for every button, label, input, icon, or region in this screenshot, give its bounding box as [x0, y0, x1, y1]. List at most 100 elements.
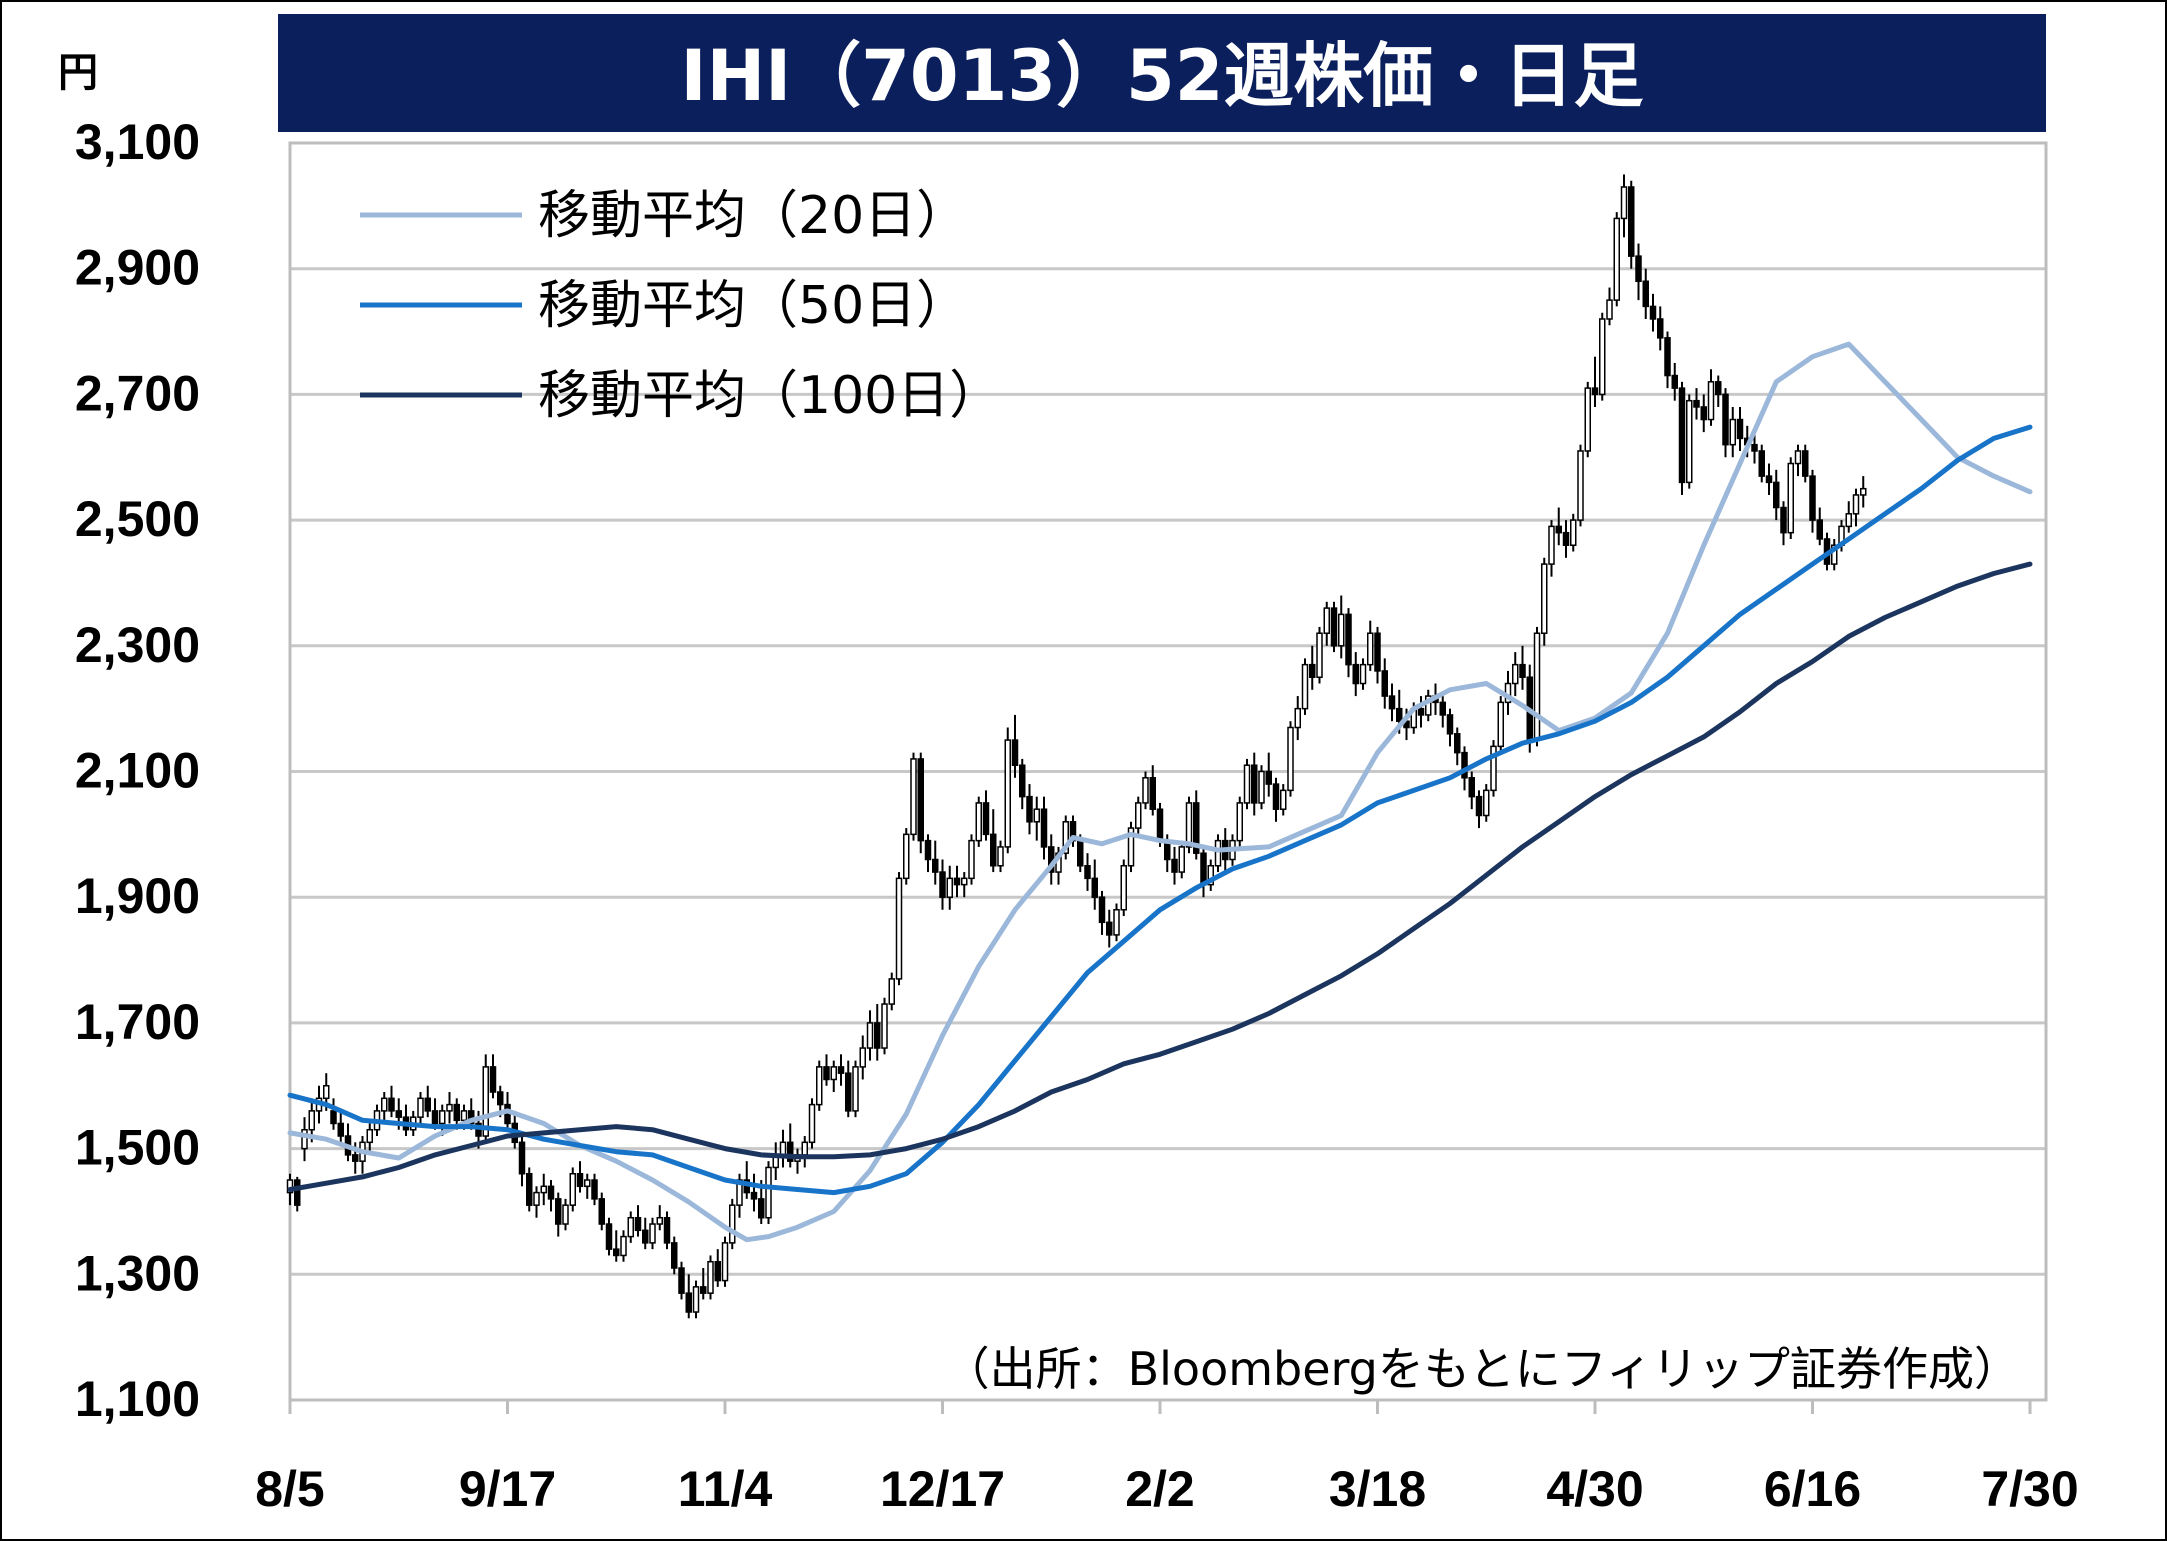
- candle: [1722, 388, 1729, 458]
- candle-body: [460, 1110, 468, 1122]
- candle-body: [852, 1066, 859, 1112]
- candle-body: [330, 1110, 337, 1125]
- candle: [301, 1117, 308, 1162]
- candle-body: [765, 1166, 772, 1219]
- candle: [1338, 595, 1345, 659]
- candle: [555, 1192, 562, 1237]
- x-tick-label: 2/2: [1125, 1461, 1195, 1517]
- candle-body: [1142, 777, 1149, 804]
- candle-body: [1352, 663, 1359, 685]
- candle-body: [816, 1066, 823, 1106]
- y-tick-label: 2,500: [75, 491, 200, 547]
- candle-body: [1077, 839, 1084, 867]
- ma-line-2: [287, 561, 2033, 1192]
- candle: [1309, 645, 1316, 690]
- candle: [1367, 620, 1374, 671]
- candle-body: [598, 1198, 605, 1225]
- plot-border: [288, 141, 2048, 1402]
- candle: [1809, 469, 1816, 533]
- candle-body: [1019, 764, 1026, 798]
- candle-body: [1461, 751, 1468, 779]
- candle: [1628, 180, 1635, 269]
- candle: [642, 1217, 649, 1250]
- candle: [895, 872, 903, 986]
- candle-body: [1156, 808, 1164, 842]
- source-note: （出所：Bloombergをもとにフィリップ証券作成）: [944, 1342, 2020, 1396]
- candle: [1686, 394, 1693, 489]
- candle-body: [932, 858, 939, 873]
- candle: [381, 1092, 388, 1124]
- candle-body: [1243, 764, 1251, 804]
- candle: [388, 1085, 395, 1118]
- candle-body: [1758, 450, 1765, 477]
- candle-body: [1773, 481, 1780, 509]
- candle-body: [1628, 186, 1635, 257]
- candle: [1214, 834, 1222, 873]
- candle-body: [1301, 663, 1309, 710]
- candle-body: [953, 877, 961, 886]
- candle: [1446, 708, 1454, 747]
- candle-body: [1751, 443, 1758, 452]
- candle: [1388, 683, 1396, 722]
- candle-body: [1113, 909, 1120, 936]
- candle: [1816, 507, 1823, 546]
- candle-body: [656, 1216, 663, 1225]
- candle: [1555, 507, 1562, 546]
- candle-body: [1555, 525, 1562, 534]
- candle: [1483, 784, 1490, 822]
- candle: [613, 1230, 620, 1262]
- candle: [1026, 784, 1033, 835]
- candle-body: [533, 1191, 540, 1206]
- candle: [424, 1085, 431, 1118]
- candle-body: [1062, 821, 1069, 854]
- candle-body: [649, 1223, 656, 1244]
- candle-body: [1214, 839, 1222, 867]
- candle: [1519, 645, 1526, 690]
- candle-body: [1678, 387, 1686, 484]
- candle: [678, 1261, 685, 1300]
- candle-body: [961, 877, 968, 886]
- x-tick-label: 3/18: [1329, 1461, 1426, 1517]
- candle-body: [1606, 299, 1613, 320]
- candle: [1591, 356, 1599, 407]
- candle: [1098, 890, 1106, 935]
- candle-body: [1548, 525, 1555, 565]
- candle-body: [1794, 450, 1802, 465]
- candle: [1635, 243, 1642, 301]
- candle-body: [1033, 808, 1040, 823]
- candle-body: [888, 978, 895, 1005]
- candle-body: [634, 1216, 642, 1232]
- candle-body: [1135, 802, 1142, 829]
- candle: [823, 1054, 830, 1086]
- x-tick-label: 11/4: [678, 1461, 773, 1517]
- candle: [1265, 752, 1272, 797]
- candle: [656, 1205, 663, 1231]
- y-axis-ticks: 1,100 1,300 1,500 1,700 1,900 2,100 2,300 2,500…: [75, 114, 200, 1427]
- candle: [975, 796, 982, 847]
- candle-body: [482, 1066, 489, 1137]
- candle: [1236, 796, 1243, 847]
- candle-body: [439, 1110, 446, 1125]
- candle-body: [1345, 613, 1352, 666]
- candle-body: [1802, 450, 1809, 477]
- candle: [1243, 758, 1251, 810]
- candle: [634, 1205, 642, 1237]
- y-tick-label: 1,300: [75, 1245, 200, 1301]
- candle: [1251, 752, 1258, 816]
- candle: [1541, 557, 1548, 646]
- candle-body: [431, 1110, 439, 1125]
- candle-body: [1316, 632, 1323, 678]
- candle-body: [700, 1286, 707, 1294]
- candle: [968, 834, 975, 885]
- candle-body: [1446, 714, 1454, 735]
- candle-body: [1584, 387, 1591, 452]
- candle: [1831, 538, 1838, 571]
- candle: [1011, 714, 1019, 778]
- candle-body: [1722, 393, 1729, 446]
- candle: [874, 1004, 881, 1061]
- candle: [1316, 626, 1323, 684]
- y-tick-label: 1,900: [75, 868, 200, 924]
- candle: [866, 1010, 874, 1061]
- candle: [903, 828, 910, 885]
